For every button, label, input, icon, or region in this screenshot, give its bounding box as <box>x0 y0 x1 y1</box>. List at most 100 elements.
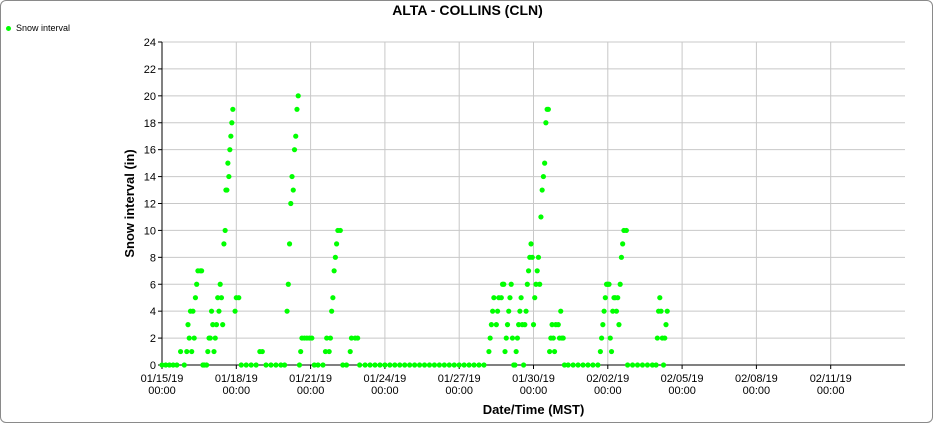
x-tick-label-date: 01/30/19 <box>512 373 555 385</box>
data-point <box>357 362 363 368</box>
x-tick-label-time: 00:00 <box>297 385 325 397</box>
data-point <box>436 362 442 368</box>
data-point <box>597 348 603 355</box>
data-point <box>377 362 383 368</box>
data-point <box>228 133 234 139</box>
x-tick-label-time: 00:00 <box>371 385 399 397</box>
data-point <box>616 322 622 328</box>
data-point <box>311 362 317 368</box>
data-point <box>330 295 336 301</box>
y-tick-label: 2 <box>150 333 156 345</box>
data-point <box>367 362 373 368</box>
data-point <box>243 362 249 368</box>
data-point <box>177 348 184 355</box>
data-point <box>529 254 535 260</box>
data-point <box>191 335 197 341</box>
data-point <box>290 187 296 193</box>
data-point <box>340 362 346 368</box>
data-point <box>226 173 232 180</box>
data-point <box>534 268 540 274</box>
data-point <box>550 335 556 341</box>
data-point <box>528 241 534 247</box>
data-point <box>227 147 233 153</box>
y-tick-label: 24 <box>144 37 156 49</box>
data-point <box>494 308 501 314</box>
data-point <box>537 281 543 287</box>
data-point <box>629 362 636 368</box>
data-point <box>211 348 217 355</box>
y-tick-label: 10 <box>144 225 156 237</box>
data-point <box>595 362 601 368</box>
data-point <box>508 281 514 287</box>
data-point <box>501 281 507 287</box>
data-point <box>216 308 222 314</box>
data-point <box>520 362 527 368</box>
data-point <box>382 362 388 368</box>
data-point <box>184 348 190 355</box>
data-point <box>549 322 555 328</box>
data-point <box>620 241 626 247</box>
data-point <box>456 362 462 368</box>
data-point <box>331 268 337 274</box>
data-point <box>253 362 259 368</box>
data-point <box>575 362 581 368</box>
data-point <box>343 362 350 368</box>
data-point <box>232 308 238 314</box>
x-tick-label-time: 00:00 <box>668 385 696 397</box>
data-point <box>329 308 335 314</box>
data-point <box>238 362 244 368</box>
data-point <box>268 362 274 368</box>
data-point <box>259 348 265 355</box>
data-point <box>491 295 497 301</box>
data-point <box>486 348 492 355</box>
data-point <box>517 308 523 314</box>
data-point <box>222 227 228 234</box>
data-point <box>289 173 295 180</box>
data-point <box>504 322 511 328</box>
y-axis-title: Snow interval (in) <box>122 149 137 257</box>
data-point <box>324 335 330 341</box>
data-point <box>225 160 231 166</box>
data-point <box>481 362 487 368</box>
data-point <box>392 362 398 368</box>
data-point <box>607 335 613 341</box>
data-point <box>236 295 242 301</box>
data-point <box>421 362 428 368</box>
data-point <box>278 362 284 368</box>
data-point <box>476 362 482 368</box>
data-point <box>446 362 452 368</box>
data-point <box>634 362 641 368</box>
data-point <box>602 295 608 301</box>
data-point <box>218 295 225 301</box>
data-point <box>610 308 616 314</box>
data-point <box>608 348 615 355</box>
data-point <box>532 295 538 301</box>
data-point <box>617 281 623 287</box>
data-point <box>507 295 513 301</box>
legend: Snow interval <box>6 23 70 33</box>
data-point <box>170 362 176 368</box>
x-axis-title: Date/Time (MST) <box>483 402 585 417</box>
data-point <box>174 362 180 368</box>
data-point <box>558 308 564 314</box>
x-tick-label-time: 00:00 <box>445 385 473 397</box>
data-point <box>565 362 571 368</box>
data-point <box>192 295 199 301</box>
data-point <box>533 281 539 287</box>
data-point <box>291 147 298 153</box>
data-point <box>542 160 548 166</box>
data-point <box>431 362 438 368</box>
data-point <box>322 348 329 355</box>
data-point <box>230 106 236 112</box>
data-point <box>657 295 663 301</box>
data-point <box>490 308 496 314</box>
data-point <box>538 214 544 220</box>
data-point <box>315 362 321 368</box>
data-point <box>543 120 549 126</box>
data-point <box>522 322 528 328</box>
data-point <box>663 322 669 328</box>
x-tick-label-date: 02/11/19 <box>810 373 852 385</box>
legend-label: Snow interval <box>16 23 71 33</box>
x-tick-label-time: 00:00 <box>223 385 251 397</box>
